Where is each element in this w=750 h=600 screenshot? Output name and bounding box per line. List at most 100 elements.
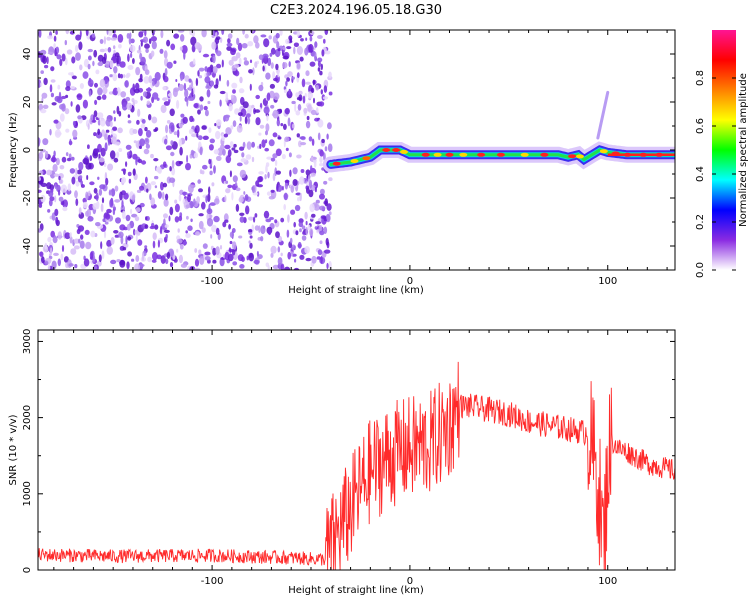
noise-speckle (114, 52, 120, 58)
noise-speckle (230, 94, 234, 99)
ridge-hotspot (576, 154, 584, 159)
noise-speckle (148, 114, 152, 121)
noise-speckle (285, 80, 288, 87)
noise-speckle (204, 66, 208, 72)
noise-speckle (184, 75, 190, 82)
noise-speckle (88, 55, 92, 61)
noise-speckle (243, 191, 246, 195)
noise-speckle (206, 71, 211, 77)
noise-speckle (107, 30, 113, 36)
noise-speckle (208, 203, 211, 213)
noise-speckle (47, 35, 53, 40)
noise-speckle (296, 154, 302, 159)
noise-speckle (292, 179, 298, 186)
noise-speckle (206, 89, 211, 98)
noise-speckle (212, 66, 218, 74)
noise-speckle (306, 115, 310, 121)
noise-speckle (47, 263, 51, 270)
noise-speckle (98, 188, 103, 196)
noise-speckle (308, 43, 314, 53)
noise-speckle (226, 79, 230, 87)
noise-speckle (284, 266, 291, 270)
noise-speckle (202, 243, 208, 249)
noise-speckle (204, 76, 211, 84)
noise-speckle (113, 66, 118, 74)
noise-speckle (87, 63, 91, 70)
ridge-hotspot (421, 152, 430, 157)
noise-speckle (134, 216, 140, 222)
noise-speckle (205, 85, 209, 89)
noise-speckle (135, 207, 141, 213)
noise-speckle (315, 107, 319, 114)
noise-speckle (150, 181, 156, 186)
noise-speckle (181, 45, 188, 54)
noise-speckle (50, 66, 55, 72)
noise-speckle (318, 101, 325, 107)
noise-speckle (132, 168, 136, 176)
noise-speckle (92, 60, 95, 67)
noise-speckle (185, 233, 191, 239)
noise-speckle (295, 110, 301, 116)
noise-speckle (207, 100, 211, 105)
noise-speckle (154, 127, 159, 132)
noise-speckle (236, 162, 243, 167)
noise-speckle (223, 133, 229, 138)
noise-speckle (196, 196, 201, 204)
noise-speckle (194, 258, 200, 267)
noise-speckle (239, 146, 245, 151)
noise-speckle (285, 147, 289, 152)
noise-speckle (70, 101, 73, 107)
noise-speckle (257, 176, 263, 183)
noise-speckle (157, 239, 160, 248)
noise-speckle (75, 104, 81, 113)
noise-speckle (179, 146, 183, 156)
noise-speckle (237, 254, 244, 262)
noise-speckle (269, 83, 275, 89)
noise-speckle (65, 57, 68, 66)
noise-speckle (299, 56, 304, 62)
noise-speckle (260, 34, 267, 38)
noise-speckle (310, 172, 316, 177)
noise-speckle (272, 132, 278, 138)
noise-speckle (328, 91, 333, 96)
snr-line (38, 361, 675, 570)
noise-speckle (116, 55, 119, 65)
noise-speckle (75, 52, 81, 61)
noise-speckle (226, 46, 232, 51)
x-tick-label: 100 (598, 276, 617, 287)
noise-speckle (302, 231, 306, 235)
noise-speckle (135, 82, 140, 91)
noise-speckle (113, 116, 116, 122)
noise-speckle (44, 64, 49, 69)
noise-speckle (64, 232, 71, 240)
noise-speckle (92, 114, 96, 124)
noise-speckle (60, 253, 64, 261)
noise-speckle (258, 54, 264, 60)
noise-speckle (289, 38, 293, 43)
noise-speckle (301, 225, 306, 230)
noise-speckle (70, 85, 76, 90)
noise-speckle (147, 87, 151, 93)
noise-speckle (263, 106, 270, 114)
noise-speckle (197, 70, 200, 77)
noise-speckle (274, 167, 278, 177)
noise-speckle (232, 89, 236, 94)
noise-speckle (265, 164, 268, 174)
noise-speckle (178, 254, 183, 264)
y-tick-label: 1000 (22, 481, 33, 506)
noise-speckle (125, 74, 130, 79)
noise-speckle (267, 171, 270, 179)
noise-speckle (110, 259, 117, 265)
noise-speckle (71, 75, 77, 80)
noise-speckle (97, 119, 101, 126)
noise-speckle (258, 225, 261, 234)
noise-speckle (113, 230, 119, 234)
noise-speckle (319, 230, 325, 236)
noise-speckle (67, 183, 72, 192)
noise-speckle (68, 72, 73, 76)
noise-speckle (50, 247, 53, 256)
noise-speckle (85, 210, 89, 217)
colorbar-ticks: 0.0 0.2 0.4 0.6 0.8 (695, 70, 736, 278)
noise-speckle (234, 70, 240, 77)
noise-speckle (285, 38, 290, 45)
